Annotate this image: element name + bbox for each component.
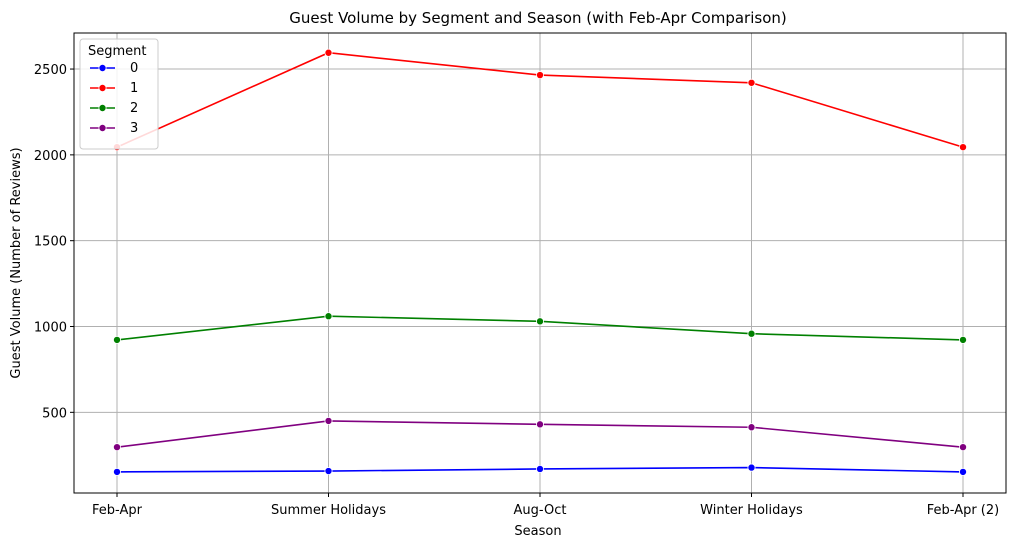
legend: Segment 0 1 2 3	[79, 38, 159, 150]
data-point	[747, 423, 756, 432]
data-point	[959, 143, 968, 152]
series-3	[113, 416, 968, 452]
x-axis-label: Season	[514, 524, 561, 539]
data-point	[959, 467, 968, 476]
data-point	[113, 467, 122, 476]
x-tick-label: Aug-Oct	[514, 503, 567, 518]
data-point	[324, 312, 333, 321]
plot-border	[73, 32, 1007, 494]
data-point	[113, 443, 122, 452]
data-point	[747, 463, 756, 472]
legend-swatch-marker	[98, 84, 107, 93]
series-2	[113, 312, 968, 344]
data-point	[959, 443, 968, 452]
y-axis-label: Guest Volume (Number of Reviews)	[9, 147, 24, 378]
legend-label: 2	[130, 101, 138, 116]
legend-label: 3	[130, 121, 138, 136]
legend-items: 0 1 2 3	[90, 61, 138, 136]
data-point	[536, 317, 545, 326]
y-tick-label: 2500	[34, 63, 67, 78]
series-group	[113, 48, 968, 476]
data-point	[324, 467, 333, 476]
y-tick-label: 1000	[34, 321, 67, 336]
y-tick-label: 1500	[34, 235, 67, 250]
legend-title: Segment	[88, 44, 147, 59]
axis-ticks: Feb-Apr Summer Holidays Aug-Oct Winter Holi…	[34, 63, 999, 518]
data-point	[324, 416, 333, 425]
data-point	[113, 335, 122, 344]
legend-swatch-marker	[98, 124, 107, 133]
x-tick-label: Summer Holidays	[271, 503, 386, 518]
x-tick-label: Winter Holidays	[700, 503, 803, 518]
grid	[74, 33, 1006, 493]
legend-label: 0	[130, 61, 138, 76]
x-tick-label: Feb-Apr	[92, 503, 143, 518]
y-tick-label: 2000	[34, 149, 67, 164]
data-point	[747, 329, 756, 338]
data-point	[324, 48, 333, 57]
data-point	[959, 335, 968, 344]
data-point	[747, 78, 756, 87]
data-point	[536, 420, 545, 429]
series-0	[113, 463, 968, 476]
chart-title: Guest Volume by Segment and Season (with…	[289, 9, 786, 27]
legend-label: 1	[130, 81, 138, 96]
legend-swatch-marker	[98, 104, 107, 113]
data-point	[536, 71, 545, 80]
y-tick-label: 500	[42, 406, 67, 421]
legend-swatch-marker	[98, 64, 107, 73]
x-tick-label: Feb-Apr (2)	[927, 503, 999, 518]
data-point	[536, 464, 545, 473]
